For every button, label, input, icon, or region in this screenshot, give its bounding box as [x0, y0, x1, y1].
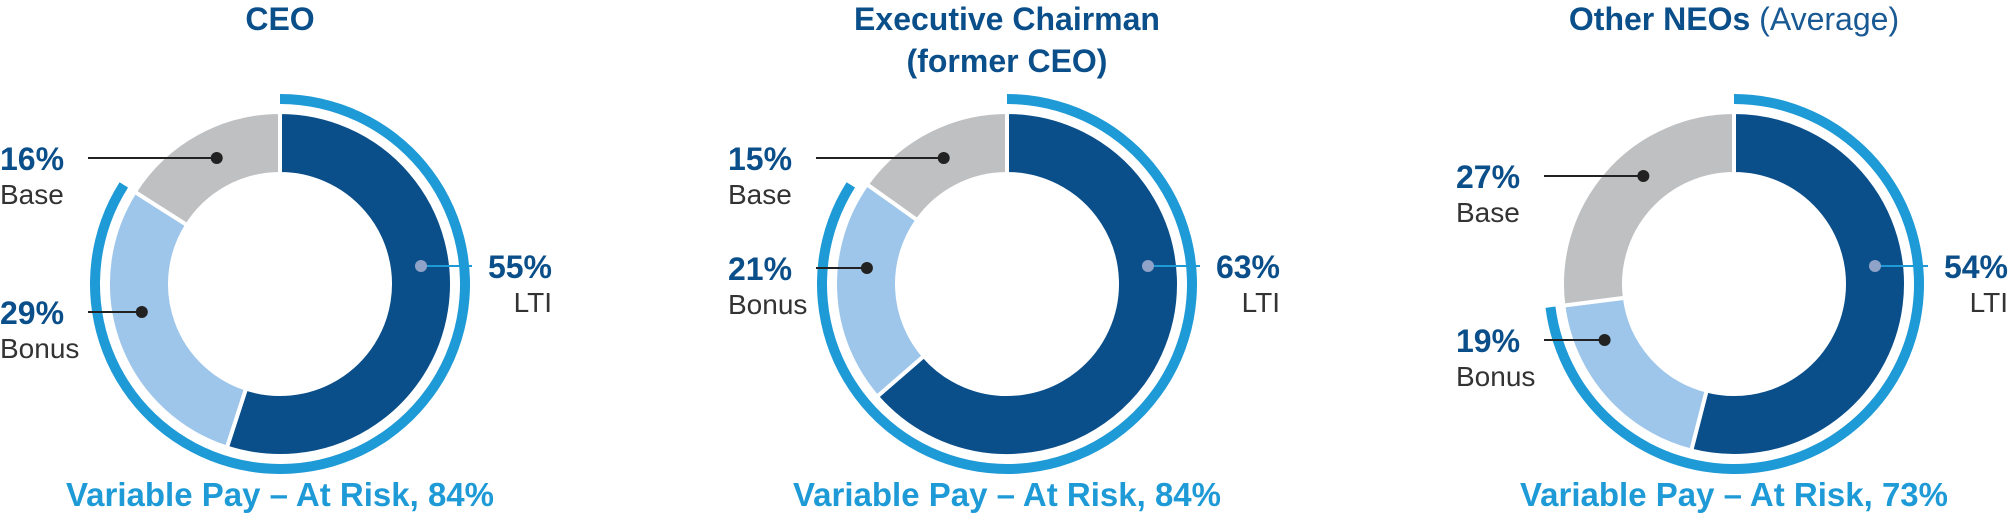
slice-label-base: Base — [0, 179, 64, 210]
slice-value-base: 27% — [1456, 159, 1520, 195]
slice-value-base: 16% — [0, 141, 64, 177]
leader-dot-base — [210, 152, 223, 164]
slice-base — [864, 109, 1009, 223]
slice-label-bonus: Bonus — [0, 333, 79, 364]
slice-label-bonus: Bonus — [1456, 361, 1535, 392]
leader-dot-base — [1637, 170, 1650, 182]
slice-lti — [1688, 109, 1909, 458]
slice-value-bonus: 19% — [1456, 323, 1520, 359]
slice-label-lti: LTI — [1970, 287, 2008, 318]
leader-dot-base — [937, 152, 950, 164]
slice-label-lti: LTI — [1242, 287, 1280, 318]
leader-dot-lti — [1142, 260, 1154, 272]
slice-value-bonus: 21% — [728, 251, 792, 287]
chart-title: Executive Chairman — [854, 1, 1160, 37]
variable-pay-label: Variable Pay – At Risk, 84% — [793, 476, 1221, 513]
chart-title-main: Other NEOs — [1569, 1, 1750, 37]
donut-chart-2: Executive Chairman (former CEO) Variable P… — [728, 1, 1280, 513]
slice-label-bonus: Bonus — [728, 289, 807, 320]
variable-pay-label: Variable Pay – At Risk, 84% — [66, 476, 494, 513]
leader-dot-bonus — [1598, 334, 1611, 346]
slice-bonus — [1561, 295, 1710, 454]
leader-dot-bonus — [135, 306, 148, 318]
chart-title-main: Executive Chairman — [854, 1, 1160, 37]
slice-value-lti: 63% — [1216, 249, 1280, 285]
slice-bonus — [106, 189, 249, 451]
slice-base — [1560, 109, 1736, 308]
slice-lti — [224, 109, 454, 458]
chart-title: Other NEOs (Average) — [1569, 1, 1899, 37]
leader-dot-lti — [1869, 260, 1881, 272]
slice-value-bonus: 29% — [0, 295, 64, 331]
slice-label-lti: LTI — [514, 287, 552, 318]
slice-value-lti: 55% — [488, 249, 552, 285]
chart-title: CEO — [245, 1, 314, 37]
chart-title-suffix: (Average) — [1750, 1, 1899, 37]
slice-lti — [874, 109, 1181, 458]
slice-base — [132, 109, 282, 228]
slice-label-base: Base — [1456, 197, 1520, 228]
chart-title-main: CEO — [245, 1, 314, 37]
leader-dot-lti — [415, 260, 427, 272]
slice-label-base: Base — [728, 179, 792, 210]
chart-title-line2: (former CEO) — [907, 43, 1108, 79]
donut-chart-3: Other NEOs (Average) Variable Pay – At Ri… — [1456, 1, 2008, 513]
leader-dot-bonus — [860, 262, 873, 274]
slice-value-lti: 54% — [1944, 249, 2008, 285]
slice-value-base: 15% — [728, 141, 792, 177]
variable-pay-label: Variable Pay – At Risk, 73% — [1520, 476, 1948, 513]
